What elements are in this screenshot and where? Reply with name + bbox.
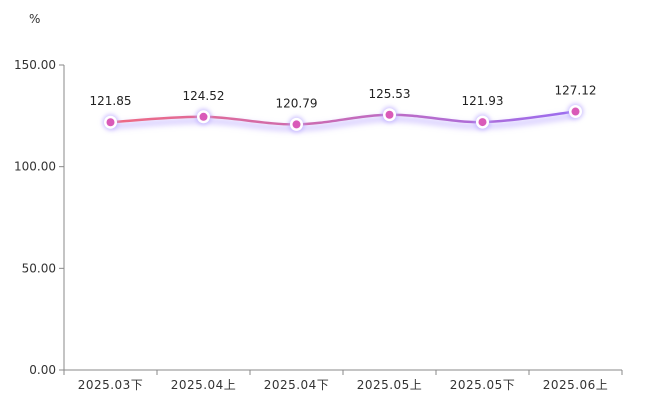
x-tick-label: 2025.06上 — [543, 378, 609, 392]
data-label: 121.85 — [90, 94, 132, 108]
data-point — [571, 107, 580, 116]
data-label: 120.79 — [276, 96, 318, 110]
data-point — [478, 118, 487, 127]
data-point — [292, 120, 301, 129]
x-tick-label: 2025.05上 — [357, 378, 423, 392]
y-tick-label: 50.00 — [22, 261, 56, 275]
data-label: 124.52 — [183, 89, 225, 103]
series-line — [109, 110, 577, 126]
data-label: 127.12 — [555, 84, 597, 98]
series-line-glow — [110, 112, 576, 132]
x-tick-label: 2025.03下 — [78, 378, 144, 392]
data-label: 121.93 — [462, 94, 504, 108]
y-axis-unit-label: % — [29, 12, 41, 26]
data-point — [385, 110, 394, 119]
x-tick-label: 2025.05下 — [450, 378, 516, 392]
x-tick-label: 2025.04下 — [264, 378, 330, 392]
data-label: 125.53 — [369, 87, 411, 101]
y-tick-label: 0.00 — [29, 363, 56, 377]
data-point — [199, 112, 208, 121]
x-tick-label: 2025.04上 — [171, 378, 237, 392]
y-tick-label: 100.00 — [14, 160, 56, 174]
y-tick-label: 150.00 — [14, 58, 56, 72]
data-point — [106, 118, 115, 127]
